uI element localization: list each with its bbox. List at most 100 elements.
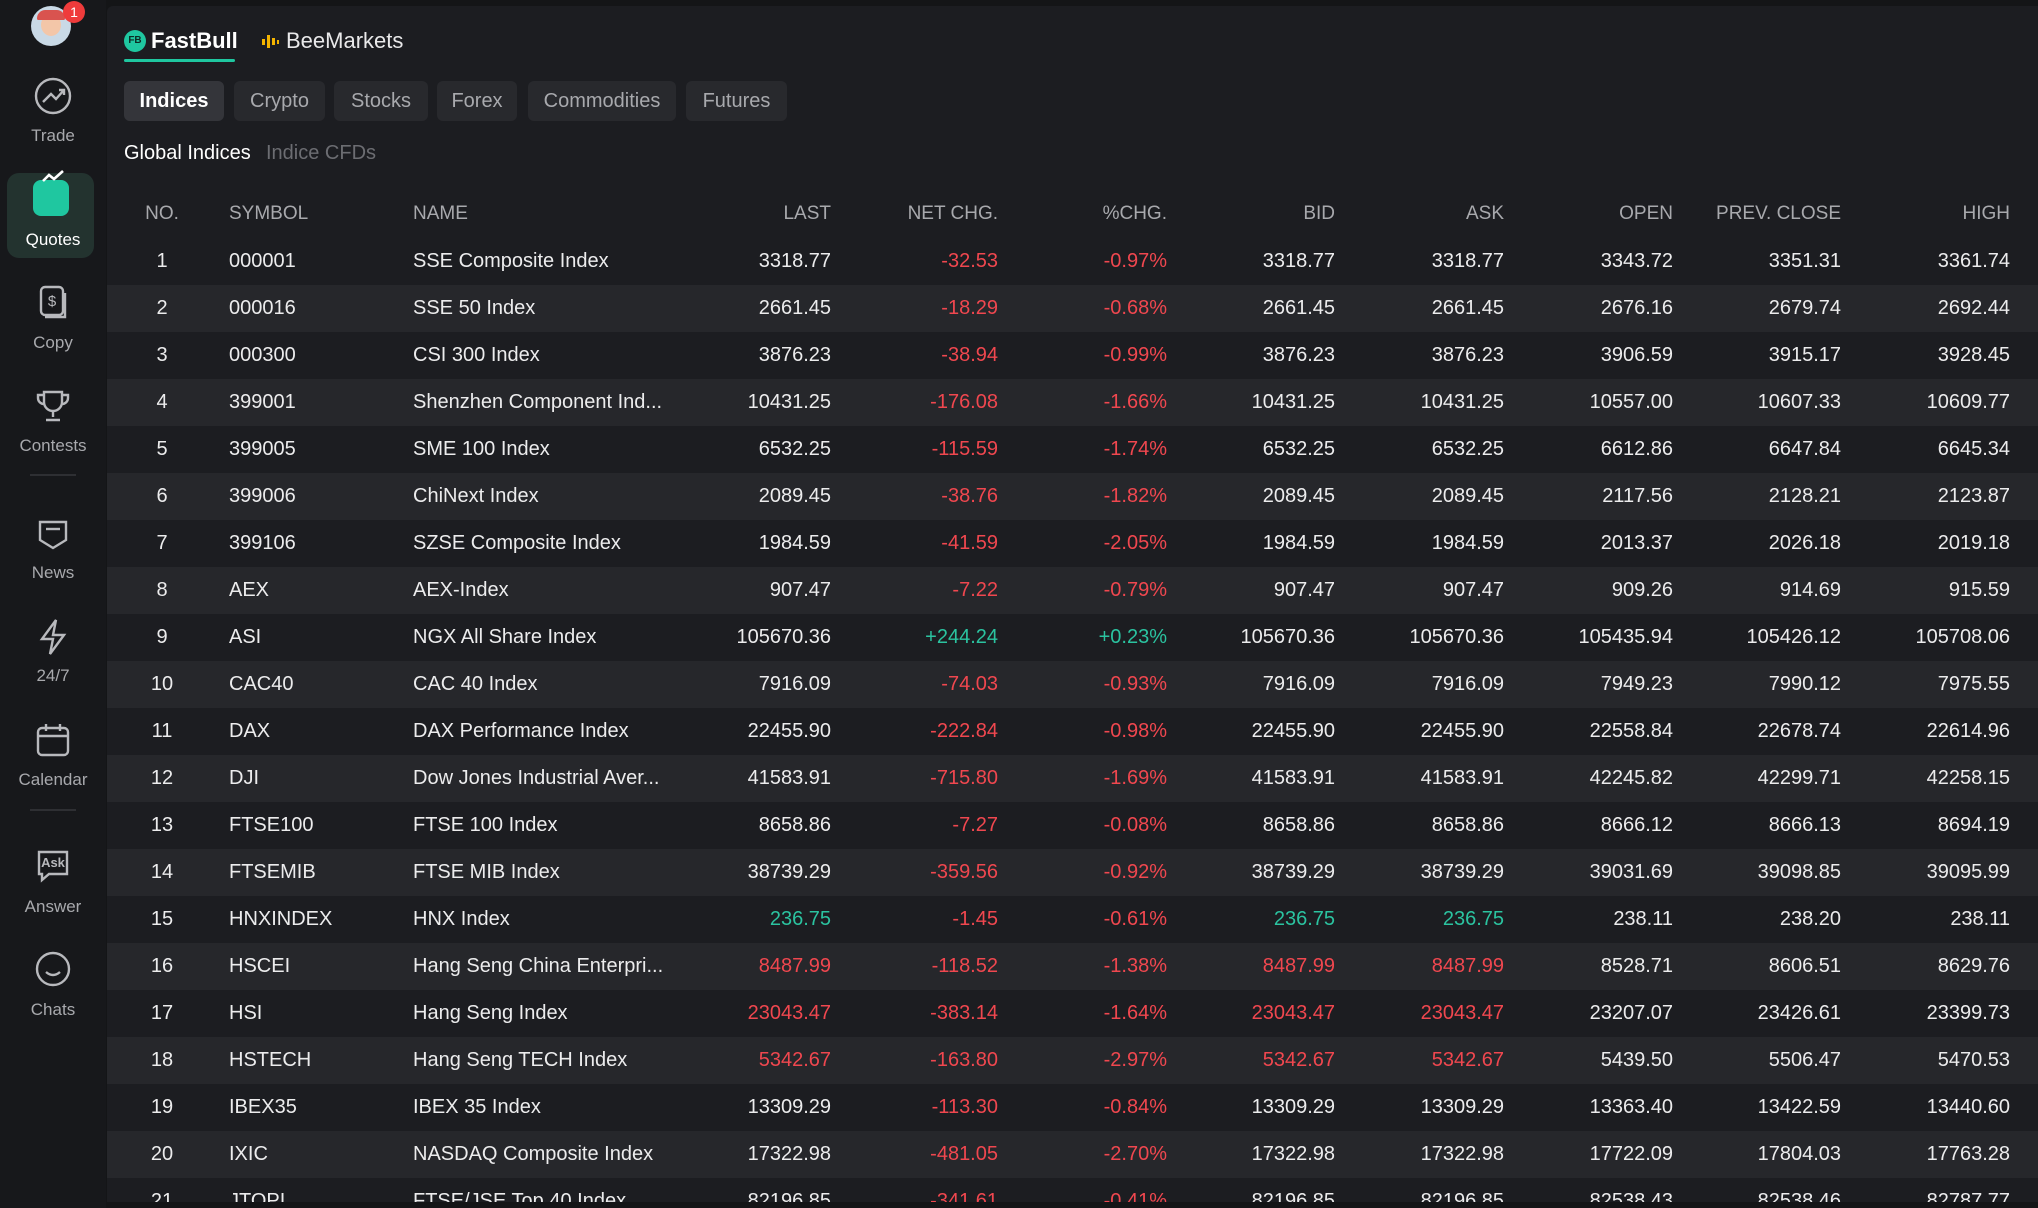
table-row[interactable]: 10 CAC40 CAC 40 Index 7916.09 -74.03 -0.93% 79…	[107, 661, 2038, 708]
nav-label[interactable]: Calendar	[18, 770, 88, 789]
table-row[interactable]: 16 HSCEI Hang Seng China Enterpri... 8487.9…	[107, 943, 2038, 990]
table-row[interactable]: 20 IXIC NASDAQ Composite Index 17322.98 -481…	[107, 1131, 2038, 1178]
table-cell: 10607.33	[1757, 391, 1841, 413]
table-row[interactable]: 18 HSTECH Hang Seng TECH Index 5342.67 -163.…	[107, 1037, 2038, 1084]
nav-icon[interactable]	[33, 514, 73, 554]
icon: $	[39, 285, 67, 319]
brand-tab[interactable]: FastBull	[151, 28, 238, 53]
table-cell: 41583.91	[1251, 767, 1335, 789]
table-cell: 10609.77	[1926, 391, 2010, 413]
table-cell: 22455.90	[1420, 720, 1504, 742]
table-row[interactable]: 12 DJI Dow Jones Industrial Aver... 41583.9…	[107, 755, 2038, 802]
nav-icon[interactable]	[33, 76, 73, 116]
table-cell: 38739.29	[747, 861, 831, 883]
table-row[interactable]: 17 HSI Hang Seng Index 23043.47 -383.14 -1.64…	[107, 990, 2038, 1037]
table-cell: 82538.46	[1757, 1190, 1841, 1202]
nav-label[interactable]: 24/7	[36, 666, 70, 685]
table-cell: 2679.74	[1768, 297, 1841, 319]
table-cell: 5342.67	[758, 1049, 831, 1071]
table-cell: 13440.60	[1926, 1096, 2010, 1118]
table-cell: FTSE MIB Index	[413, 861, 560, 883]
separator	[30, 474, 76, 476]
category-tab[interactable]: Futures	[686, 81, 787, 121]
sub-tab[interactable]: Indice CFDs	[266, 142, 377, 164]
category-tab[interactable]: Stocks	[334, 81, 428, 121]
table-cell: 2123.87	[1937, 485, 2010, 507]
table-row[interactable]: 14 FTSEMIB FTSE MIB Index 38739.29 -359.56 -0…	[107, 849, 2038, 896]
nav-label[interactable]: News	[31, 563, 75, 582]
table-cell: 6645.34	[1937, 438, 2010, 460]
table-cell: -0.99%	[1103, 344, 1167, 366]
table-cell: 3928.45	[1937, 344, 2010, 366]
table-row[interactable]: 15 HNXINDEX HNX Index 236.75 -1.45 -0.61% 236.…	[107, 896, 2038, 943]
table-row[interactable]: 7 399106 SZSE Composite Index 1984.59 -41.59…	[107, 520, 2038, 567]
table-cell: 82787.77	[1926, 1190, 2010, 1202]
table-cell: 2026.18	[1768, 532, 1841, 554]
table-cell: -113.30	[931, 1096, 998, 1118]
table-header: NO. SYMBOL NAME LAST NET CHG. %CHG. BID ASK OPEN…	[107, 190, 2038, 237]
nav-label[interactable]: Chats	[30, 1000, 76, 1019]
nav-label[interactable]: Copy	[33, 333, 73, 352]
nav-icon[interactable]	[33, 846, 73, 886]
table-row[interactable]: 11 DAX DAX Performance Index 22455.90 -222.8…	[107, 708, 2038, 755]
column-header: NO.	[145, 203, 179, 224]
category-tab[interactable]: Indices	[124, 81, 224, 121]
table-cell: 13309.29	[1251, 1096, 1335, 1118]
table-row[interactable]: 1 000001 SSE Composite Index 3318.77 -32.53 -…	[107, 238, 2038, 285]
table-row[interactable]: 5 399005 SME 100 Index 6532.25 -115.59 -1.74%…	[107, 426, 2038, 473]
table-cell: 399001	[229, 391, 296, 413]
nav-icon[interactable]	[33, 386, 73, 426]
brand-tab[interactable]: BeeMarkets	[286, 28, 404, 53]
table-cell: -118.52	[931, 955, 998, 977]
table-row[interactable]: 9 ASI NGX All Share Index 105670.36 +244.24 +…	[107, 614, 2038, 661]
table-row[interactable]: 3 000300 CSI 300 Index 3876.23 -38.94 -0.99% 3…	[107, 332, 2038, 379]
active-icon-bg	[33, 180, 69, 216]
table-cell: -2.97%	[1103, 1049, 1167, 1071]
nav-label[interactable]: Contests	[19, 436, 87, 455]
table-cell: 23043.47	[1251, 1002, 1335, 1024]
nav-label[interactable]: Answer	[24, 897, 82, 916]
table-cell: 5342.67	[1431, 1049, 1504, 1071]
table-cell: NASDAQ Composite Index	[413, 1143, 654, 1165]
nav-icon[interactable]	[33, 157, 73, 197]
table-cell: 3318.77	[1431, 250, 1504, 272]
table-cell: 2117.56	[1602, 485, 1673, 507]
table-cell: 907.47	[1273, 579, 1335, 601]
nav-label[interactable]: Trade	[31, 126, 75, 145]
table-cell: 907.47	[1442, 579, 1504, 601]
table-cell: 16	[150, 955, 174, 977]
table-cell: IBEX 35 Index	[413, 1096, 541, 1118]
table-row[interactable]: 4 399001 Shenzhen Component Ind... 10431.25…	[107, 379, 2038, 426]
table-cell: -0.98%	[1103, 720, 1167, 742]
table-row[interactable]: 6 399006 ChiNext Index 2089.45 -38.76 -1.82% 2…	[107, 473, 2038, 520]
table-row[interactable]: 8 AEX AEX-Index 907.47 -7.22 -0.79% 907.47 907.…	[107, 567, 2038, 614]
table-cell: 17	[150, 1002, 174, 1024]
nav-label[interactable]: Quotes	[25, 230, 81, 249]
table-row[interactable]: 13 FTSE100 FTSE 100 Index 8658.86 -7.27 -0.08…	[107, 802, 2038, 849]
brand-logo	[259, 30, 281, 52]
table-cell: 15	[150, 908, 174, 930]
nav-icon[interactable]	[33, 949, 73, 989]
table-row[interactable]: 19 IBEX35 IBEX 35 Index 13309.29 -113.30 -0.8…	[107, 1084, 2038, 1131]
table-cell: 2019.18	[1937, 532, 2010, 554]
table-cell: 8487.99	[1431, 955, 1504, 977]
table-cell: 23207.07	[1589, 1002, 1673, 1024]
table-cell: -1.82%	[1103, 485, 1167, 507]
sub-tab[interactable]: Global Indices	[124, 142, 251, 164]
table-cell: -7.22	[952, 579, 998, 601]
table-cell: 2661.45	[1262, 297, 1335, 319]
category-tab[interactable]: Crypto	[234, 81, 325, 121]
table-row[interactable]: 21 JTOPI FTSE/JSE Top 40 Index 82196.85 -341…	[107, 1178, 2038, 1202]
nav-icon[interactable]	[33, 617, 73, 657]
nav-icon[interactable]	[33, 721, 73, 761]
nav-icon[interactable]: $	[33, 283, 73, 323]
table-cell: 13	[150, 814, 174, 836]
table-row[interactable]: 2 000016 SSE 50 Index 2661.45 -18.29 -0.68% 26…	[107, 285, 2038, 332]
table-cell: 909.26	[1611, 579, 1673, 601]
icon	[37, 850, 69, 883]
table-cell: 8487.99	[1262, 955, 1335, 977]
category-tab[interactable]: Forex	[437, 81, 517, 121]
category-tab[interactable]: Commodities	[528, 81, 676, 121]
table-cell: 7975.55	[1937, 673, 2010, 695]
table-cell: -1.45	[952, 908, 998, 930]
